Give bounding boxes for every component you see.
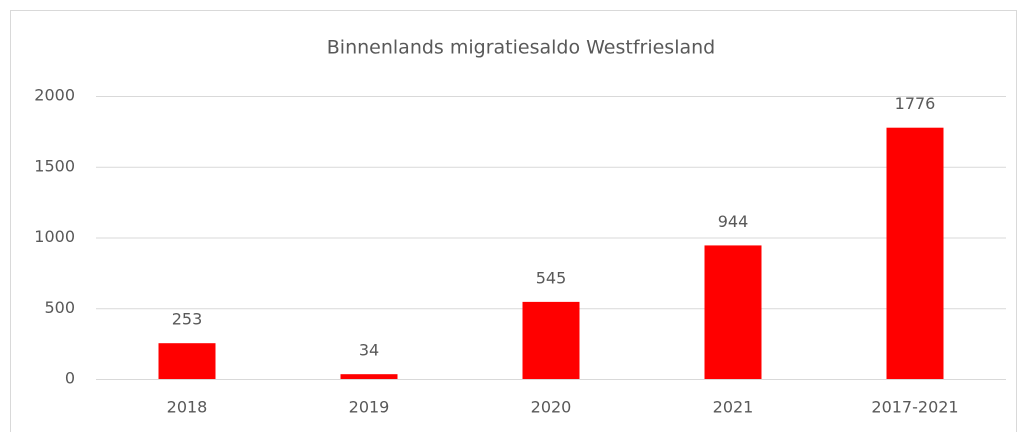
bar — [158, 343, 216, 379]
y-tick-label: 500 — [44, 298, 75, 317]
bar — [522, 301, 580, 379]
chart-title: Binnenlands migratiesaldo Westfriesland — [327, 37, 715, 59]
x-tick-label: 2017-2021 — [871, 398, 958, 417]
y-tick-label: 2000 — [34, 86, 75, 105]
x-tick-label: 2019 — [349, 398, 390, 417]
data-label: 34 — [359, 341, 379, 360]
y-tick-label: 1000 — [34, 227, 75, 246]
data-label: 253 — [172, 310, 203, 329]
data-label: 944 — [718, 212, 749, 231]
x-tick-label: 2021 — [713, 398, 754, 417]
x-tick-label: 2018 — [167, 398, 208, 417]
data-label: 545 — [536, 268, 567, 287]
bar — [704, 245, 762, 379]
bar — [886, 127, 944, 379]
x-tick-label: 2020 — [531, 398, 572, 417]
y-tick-label: 1500 — [34, 156, 75, 175]
y-tick-label: 0 — [65, 369, 75, 388]
data-label: 1776 — [895, 94, 936, 113]
bar — [340, 374, 398, 379]
